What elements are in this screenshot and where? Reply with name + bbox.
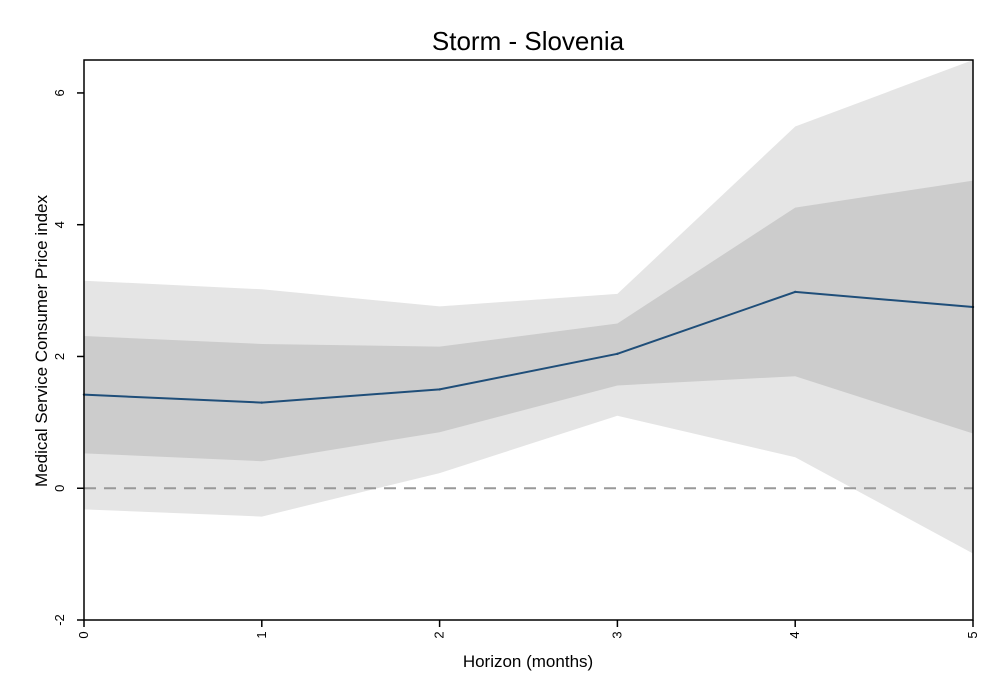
x-tick-label: 5 [965, 631, 980, 638]
series-point [438, 388, 441, 391]
chart-title: Storm - Slovenia [432, 26, 625, 56]
y-tick-label: 6 [52, 89, 67, 96]
x-tick-label: 1 [254, 631, 269, 638]
x-tick-label: 2 [432, 631, 447, 638]
plot-frame [83, 59, 974, 621]
y-tick-label: 4 [52, 221, 67, 228]
series-point [260, 401, 263, 404]
series-line-1 [83, 290, 974, 404]
x-tick-label: 0 [76, 631, 91, 638]
y-tick-label: 2 [52, 353, 67, 360]
x-tick-label: 3 [609, 631, 624, 638]
confidence-band-2 [84, 180, 973, 462]
y-axis-label: Medical Service Consumer Price index [32, 195, 51, 487]
y-tick-label: 0 [52, 485, 67, 492]
y-tick-label: -2 [52, 614, 67, 626]
series-point [794, 290, 797, 294]
x-axis-label: Horizon (months) [463, 652, 593, 671]
series-point [616, 352, 619, 356]
x-tick-label: 4 [787, 631, 802, 638]
plot-area: 0 1 2 3 4 5 -2 0 2 4 6 [52, 59, 980, 639]
